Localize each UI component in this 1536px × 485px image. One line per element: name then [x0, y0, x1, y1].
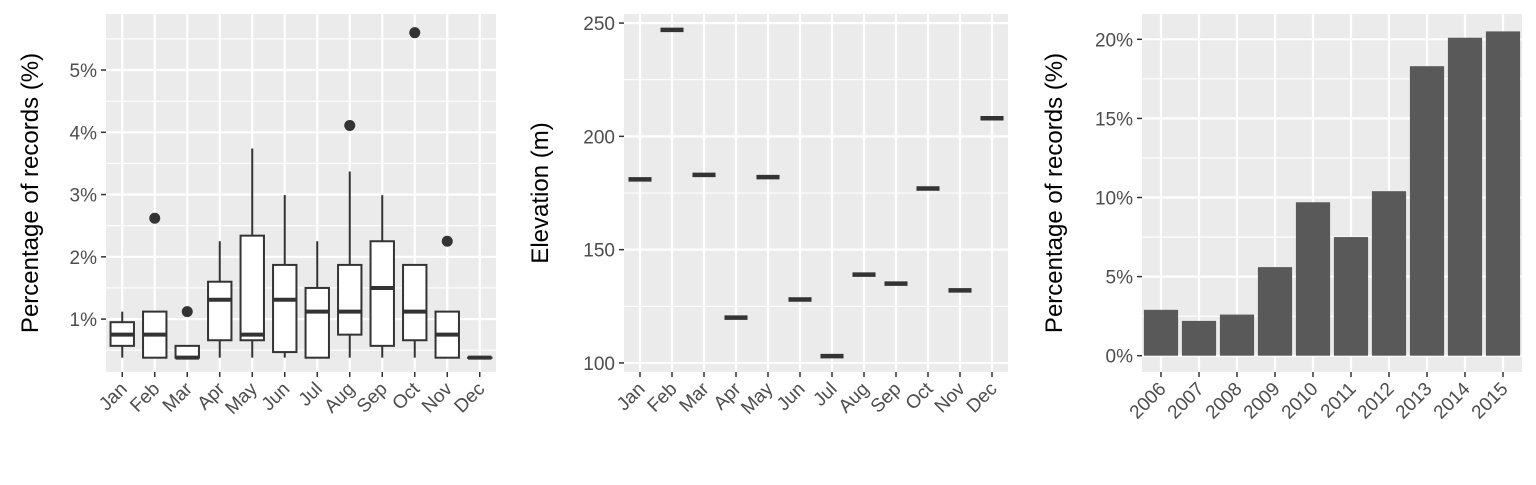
x-tick-label: 2011 — [1317, 379, 1361, 423]
x-tick-label: Apr — [194, 378, 230, 414]
y-tick-label: 20% — [1095, 30, 1133, 51]
x-tick-label: Nov — [931, 378, 970, 417]
x-tick-label: Sep — [353, 379, 392, 418]
y-tick-label: 4% — [70, 123, 98, 144]
x-tick-label: Jun — [773, 379, 810, 416]
box-body — [208, 282, 231, 341]
box-body — [273, 265, 296, 352]
x-tick-label: Mar — [159, 378, 197, 416]
x-tick-label: Jun — [258, 379, 295, 416]
box-outlier-point — [344, 120, 355, 131]
y-tick-label: 15% — [1095, 109, 1133, 130]
x-tick-label: Sep — [867, 379, 906, 418]
y-tick-label: 250 — [583, 14, 615, 35]
bar — [1182, 321, 1216, 356]
x-tick-label: 2013 — [1392, 379, 1437, 424]
x-tick-label: Aug — [835, 379, 874, 418]
box-body — [306, 288, 329, 358]
x-tick-label: Oct — [902, 378, 938, 414]
x-tick-label: 2008 — [1202, 379, 1247, 424]
y-tick-label: 3% — [70, 186, 98, 207]
bar — [1486, 31, 1520, 355]
y-tick-label: 10% — [1095, 189, 1133, 210]
x-tick-label: Feb — [126, 379, 164, 417]
x-tick-label: 2012 — [1354, 379, 1399, 424]
chart-yearly-percentage: 0%5%10%15%20% 20062007200820092010201120… — [1041, 14, 1522, 423]
x-tick-label: 2010 — [1278, 379, 1323, 424]
y-axis-title: Elevation (m) — [527, 122, 554, 263]
x-tick-label: 2015 — [1468, 379, 1513, 424]
bar — [1296, 202, 1330, 355]
x-tick-label: Apr — [710, 378, 746, 414]
y-tick-label: 100 — [583, 354, 615, 375]
y-tick-label: 2% — [70, 248, 98, 269]
x-tick-label: Jan — [95, 379, 132, 416]
bar — [1144, 310, 1178, 356]
y-tick-label: 0% — [1106, 347, 1134, 368]
x-tick-label: Oct — [389, 378, 425, 414]
box-outlier-point — [182, 306, 193, 317]
x-tick-label: Dec — [963, 379, 1002, 418]
box-body — [241, 236, 264, 341]
box-outlier-point — [149, 213, 160, 224]
x-tick-label: Jan — [613, 379, 650, 416]
bar — [1372, 191, 1406, 356]
x-tick-label: Nov — [418, 378, 457, 417]
x-tick-label: Aug — [321, 379, 360, 418]
y-tick-label: 5% — [70, 61, 98, 82]
x-tick-label: Jul — [295, 379, 327, 411]
box-body — [338, 265, 361, 335]
y-tick-label: 150 — [583, 241, 615, 262]
bar — [1410, 66, 1444, 356]
y-tick-labels: 0% 5% 10% 15% 20% — [1095, 30, 1142, 367]
box-body — [371, 241, 394, 346]
y-axis-title: Percentage of records (%) — [1041, 53, 1068, 333]
x-tick-label: Dec — [451, 379, 490, 418]
x-tick-label: Mar — [676, 378, 714, 416]
y-tick-labels: 1% 2% 3% 4% 5% — [70, 61, 106, 331]
y-tick-labels: 100 150 200 250 — [583, 14, 624, 375]
x-tick-label: 2009 — [1240, 379, 1285, 424]
bar — [1258, 267, 1292, 356]
y-tick-label: 200 — [583, 127, 615, 148]
y-tick-label: 1% — [70, 310, 98, 331]
box-outlier-point — [409, 27, 420, 38]
x-tick-label: May — [222, 378, 263, 419]
x-tick-label: 2007 — [1164, 379, 1209, 424]
x-tick-label: May — [737, 378, 778, 419]
x-tick-label: 2006 — [1126, 379, 1171, 424]
bar — [1448, 38, 1482, 356]
y-tick-label: 5% — [1106, 268, 1134, 289]
x-tick-label: Feb — [644, 379, 682, 417]
x-tick-label: 2014 — [1430, 378, 1475, 423]
y-axis-title: Percentage of records (%) — [17, 53, 44, 333]
bar — [1220, 315, 1254, 356]
bar — [1334, 237, 1368, 356]
box-body — [403, 265, 426, 340]
box-outlier-point — [442, 236, 453, 247]
